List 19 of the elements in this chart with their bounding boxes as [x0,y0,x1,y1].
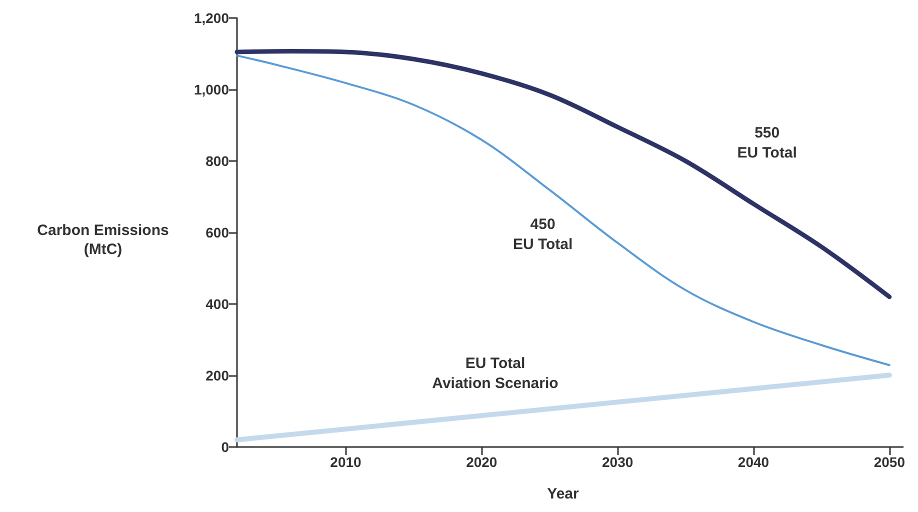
series-label: EU Total Aviation Scenario [432,355,558,392]
x-tick-label: 2040 [738,454,770,470]
x-tick-label: 2050 [874,454,906,470]
line-series [234,49,892,300]
x-axis-title: Year [547,486,580,502]
y-tick-label: 0 [221,439,230,455]
y-tick-label: 600 [206,224,230,240]
y-tick-label: 200 [206,368,230,384]
y-tick-label: 1,000 [194,82,230,98]
x-tick-label: 2020 [466,454,498,470]
line-series [236,54,890,366]
y-axis-title: Carbon Emissions (MtC) [37,222,169,258]
series-label: 550 EU Total [737,124,797,162]
x-tick-label: 2030 [602,454,634,470]
y-tick-label: 1,200 [194,10,230,26]
y-tick-label: 400 [206,296,230,312]
y-tick-label: 800 [206,153,230,169]
series-label: 450 EU Total [512,216,573,253]
x-tick-label: 2010 [330,454,362,470]
